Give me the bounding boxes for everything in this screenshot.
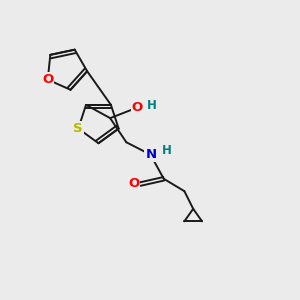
Text: O: O	[132, 101, 143, 114]
Text: O: O	[42, 73, 53, 86]
Text: H: H	[162, 144, 172, 157]
Text: H: H	[146, 99, 156, 112]
Text: S: S	[74, 122, 83, 135]
Text: N: N	[146, 148, 157, 161]
Text: O: O	[128, 177, 139, 190]
